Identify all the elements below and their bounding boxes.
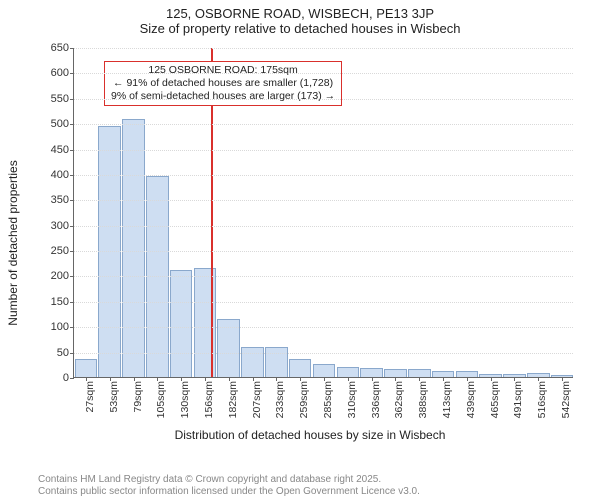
histogram-bar	[360, 368, 383, 377]
gridline-h	[74, 327, 573, 328]
x-tick-mark	[467, 377, 468, 381]
gridline-h	[74, 99, 573, 100]
histogram-bar	[122, 119, 145, 377]
histogram-bar	[408, 369, 431, 377]
y-tick-mark	[70, 276, 74, 277]
gridline-h	[74, 124, 573, 125]
x-tick-label: 182sqm	[227, 381, 239, 418]
x-tick-mark	[181, 377, 182, 381]
y-tick-mark	[70, 175, 74, 176]
y-tick-mark	[70, 251, 74, 252]
gridline-h	[74, 226, 573, 227]
x-tick-label: 439sqm	[465, 381, 477, 418]
y-tick-mark	[70, 99, 74, 100]
x-axis-label: Distribution of detached houses by size …	[175, 428, 446, 442]
annotation-line: 9% of semi-detached houses are larger (1…	[111, 90, 335, 103]
y-tick-mark	[70, 327, 74, 328]
y-tick-mark	[70, 73, 74, 74]
y-axis-label: Number of detached properties	[6, 160, 20, 325]
x-tick-label: 53sqm	[108, 381, 120, 413]
histogram-bar	[265, 347, 288, 377]
gridline-h	[74, 251, 573, 252]
x-tick-label: 491sqm	[512, 381, 524, 418]
plot-area: 125 OSBORNE ROAD: 175sqm← 91% of detache…	[73, 48, 573, 378]
x-tick-label: 388sqm	[417, 381, 429, 418]
x-tick-label: 130sqm	[179, 381, 191, 418]
gridline-h	[74, 353, 573, 354]
histogram-bar	[337, 367, 360, 377]
gridline-h	[74, 276, 573, 277]
x-tick-mark	[134, 377, 135, 381]
x-tick-mark	[276, 377, 277, 381]
x-tick-label: 27sqm	[84, 381, 96, 413]
x-tick-mark	[443, 377, 444, 381]
y-tick-mark	[70, 378, 74, 379]
chart-container: 125, OSBORNE ROAD, WISBECH, PE13 3JP Siz…	[0, 0, 600, 500]
x-tick-label: 285sqm	[322, 381, 334, 418]
x-tick-mark	[86, 377, 87, 381]
chart-wrap: Number of detached properties 125 OSBORN…	[35, 48, 585, 438]
title-block: 125, OSBORNE ROAD, WISBECH, PE13 3JP Siz…	[0, 0, 600, 36]
gridline-h	[74, 48, 573, 49]
x-tick-mark	[538, 377, 539, 381]
x-tick-mark	[110, 377, 111, 381]
histogram-bar	[170, 270, 193, 377]
x-tick-mark	[229, 377, 230, 381]
histogram-bar	[289, 359, 312, 377]
histogram-bar	[313, 364, 336, 377]
y-tick-mark	[70, 200, 74, 201]
annotation-line: ← 91% of detached houses are smaller (1,…	[111, 77, 335, 90]
y-tick-mark	[70, 124, 74, 125]
y-tick-mark	[70, 302, 74, 303]
x-tick-mark	[205, 377, 206, 381]
x-tick-mark	[395, 377, 396, 381]
x-tick-label: 362sqm	[393, 381, 405, 418]
x-tick-label: 542sqm	[560, 381, 572, 418]
histogram-bar	[384, 369, 407, 377]
x-tick-label: 156sqm	[203, 381, 215, 418]
gridline-h	[74, 150, 573, 151]
x-tick-label: 465sqm	[489, 381, 501, 418]
y-tick-mark	[70, 353, 74, 354]
x-tick-label: 516sqm	[536, 381, 548, 418]
y-tick-mark	[70, 226, 74, 227]
x-tick-mark	[419, 377, 420, 381]
x-tick-label: 105sqm	[155, 381, 167, 418]
gridline-h	[74, 200, 573, 201]
x-tick-label: 207sqm	[251, 381, 263, 418]
gridline-h	[74, 302, 573, 303]
x-tick-mark	[372, 377, 373, 381]
title-address: 125, OSBORNE ROAD, WISBECH, PE13 3JP	[0, 6, 600, 21]
histogram-bar	[241, 347, 264, 377]
x-tick-mark	[491, 377, 492, 381]
x-tick-label: 233sqm	[274, 381, 286, 418]
x-tick-mark	[253, 377, 254, 381]
x-tick-mark	[300, 377, 301, 381]
x-tick-label: 413sqm	[441, 381, 453, 418]
x-tick-label: 310sqm	[346, 381, 358, 418]
x-tick-label: 336sqm	[370, 381, 382, 418]
x-tick-mark	[348, 377, 349, 381]
gridline-h	[74, 73, 573, 74]
x-tick-label: 259sqm	[298, 381, 310, 418]
attribution: Contains HM Land Registry data © Crown c…	[38, 474, 420, 498]
y-tick-mark	[70, 48, 74, 49]
y-tick-mark	[70, 150, 74, 151]
x-tick-mark	[562, 377, 563, 381]
x-tick-mark	[157, 377, 158, 381]
title-subtitle: Size of property relative to detached ho…	[0, 21, 600, 36]
x-tick-mark	[324, 377, 325, 381]
histogram-bar	[75, 359, 98, 377]
x-tick-mark	[514, 377, 515, 381]
x-tick-label: 79sqm	[132, 381, 144, 413]
attribution-line1: Contains HM Land Registry data © Crown c…	[38, 474, 420, 486]
annotation-line: 125 OSBORNE ROAD: 175sqm	[111, 64, 335, 77]
attribution-line2: Contains public sector information licen…	[38, 486, 420, 498]
gridline-h	[74, 175, 573, 176]
